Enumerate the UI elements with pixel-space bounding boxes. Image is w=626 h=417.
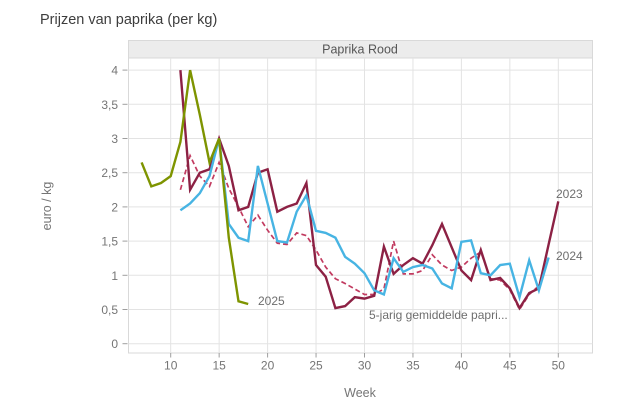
y-tick-label: 2,5 (101, 166, 118, 180)
series-line-2025 (140, 69, 249, 306)
series-label-2025: 2025 (258, 294, 285, 308)
x-tick-label: 20 (261, 359, 275, 373)
y-tick-label: 1 (111, 269, 118, 283)
panel-header (128, 40, 593, 59)
y-axis-title: euro / kg (40, 182, 54, 231)
x-tick-label: 45 (503, 359, 517, 373)
y-tick-label: 0,5 (101, 303, 118, 317)
x-tick-label: 25 (309, 359, 323, 373)
x-axis-title: Week (344, 386, 376, 400)
x-tick-label: 50 (552, 359, 566, 373)
series-label-2023: 2023 (556, 187, 583, 201)
x-tick-label: 30 (358, 359, 372, 373)
y-tick-label: 2 (111, 200, 118, 214)
series-line-2023 (179, 70, 560, 311)
y-tick-label: 3 (111, 132, 118, 146)
y-tick-label: 4 (111, 64, 118, 78)
series-label-2024: 2024 (556, 249, 583, 263)
chart-title: Prijzen van paprika (per kg) (40, 12, 218, 28)
x-tick-label: 35 (406, 359, 420, 373)
y-tick-label: 3,5 (101, 98, 118, 112)
y-tick-label: 0 (111, 337, 118, 351)
series-label-5yr: 5-jarig gemiddelde papri... (369, 308, 508, 322)
x-tick-label: 15 (212, 359, 226, 373)
y-tick-label: 1,5 (101, 235, 118, 249)
annotation-layer: 2023 2024 2025 5-jarig gemiddelde papri... (258, 187, 583, 322)
x-tick-label: 10 (164, 359, 178, 373)
series-layer (140, 69, 560, 312)
x-tick-label: 40 (455, 359, 469, 373)
panel-header-label: Paprika Rood (322, 43, 398, 57)
series-line-2024 (179, 138, 550, 302)
